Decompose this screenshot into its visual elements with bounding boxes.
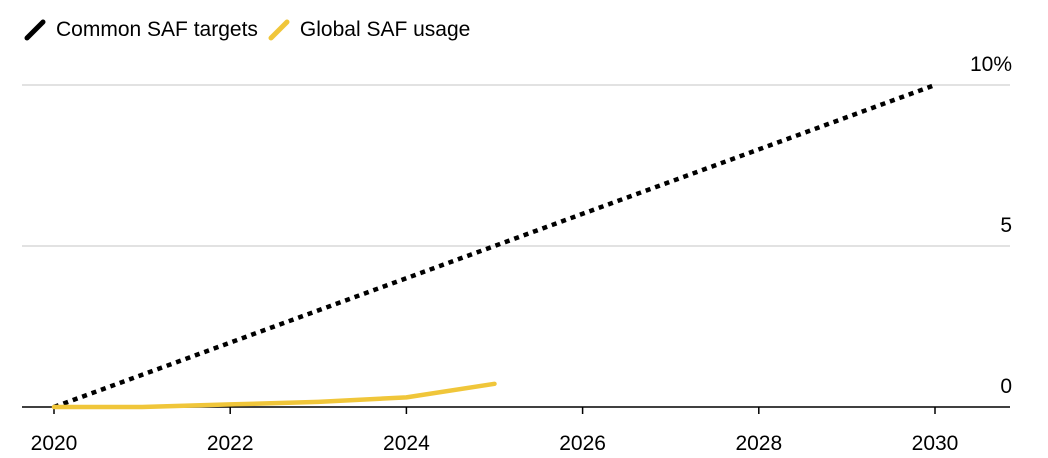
series-line-1 xyxy=(51,381,497,410)
x-tick-label: 2020 xyxy=(31,432,78,455)
legend-swatch-line xyxy=(268,19,290,41)
y-tick-label: 10% xyxy=(970,53,1012,76)
x-tick-label: 2030 xyxy=(912,432,959,455)
x-tick-label: 2026 xyxy=(559,432,606,455)
legend-label-usage: Global SAF usage xyxy=(299,18,471,41)
x-tick-label: 2024 xyxy=(383,432,430,455)
y-tick-label: 0 xyxy=(1000,375,1012,398)
legend-item-targets: Common SAF targets xyxy=(24,14,258,46)
y-tick-label: 5 xyxy=(1000,214,1012,237)
legend-swatch-targets xyxy=(24,19,46,41)
legend: Common SAF targets Global SAF usage xyxy=(24,14,480,46)
legend-item-usage: Global SAF usage xyxy=(268,14,470,46)
legend-swatch-usage xyxy=(268,19,290,41)
x-tick-label: 2022 xyxy=(207,432,254,455)
legend-label-targets: Common SAF targets xyxy=(56,18,258,41)
series-line-0 xyxy=(53,82,936,410)
legend-swatch-line xyxy=(24,19,46,41)
x-tick-label: 2028 xyxy=(735,432,782,455)
